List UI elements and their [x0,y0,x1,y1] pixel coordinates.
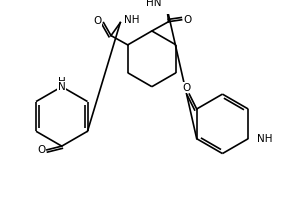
Text: O: O [37,145,46,155]
Text: NH: NH [257,134,273,144]
Text: O: O [183,15,191,25]
Text: H: H [58,77,66,87]
Text: HN: HN [146,0,161,8]
Text: O: O [93,16,101,26]
Text: NH: NH [124,15,140,25]
Text: N: N [58,82,66,92]
Text: O: O [182,83,190,93]
